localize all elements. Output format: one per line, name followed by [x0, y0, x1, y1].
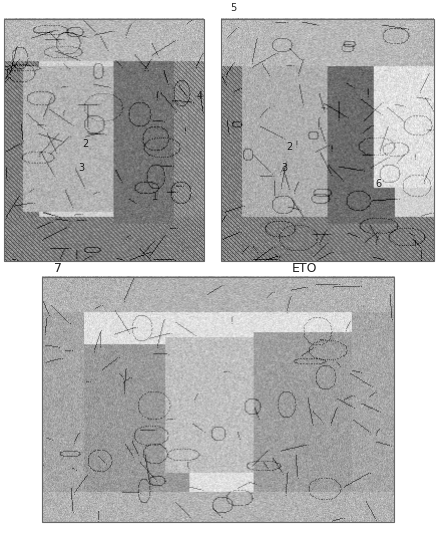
- Bar: [42, 277, 394, 522]
- Bar: [4, 19, 204, 261]
- Text: ETO: ETO: [292, 262, 317, 275]
- Text: 6: 6: [376, 179, 382, 189]
- Text: 5: 5: [230, 3, 238, 19]
- Text: 1: 1: [152, 192, 159, 202]
- Text: 4: 4: [196, 91, 202, 101]
- Text: 2: 2: [286, 142, 292, 151]
- Text: 3: 3: [78, 163, 84, 173]
- Text: 2: 2: [82, 139, 88, 149]
- Bar: [221, 19, 434, 261]
- Text: 7: 7: [54, 262, 62, 275]
- Text: 3: 3: [282, 163, 288, 173]
